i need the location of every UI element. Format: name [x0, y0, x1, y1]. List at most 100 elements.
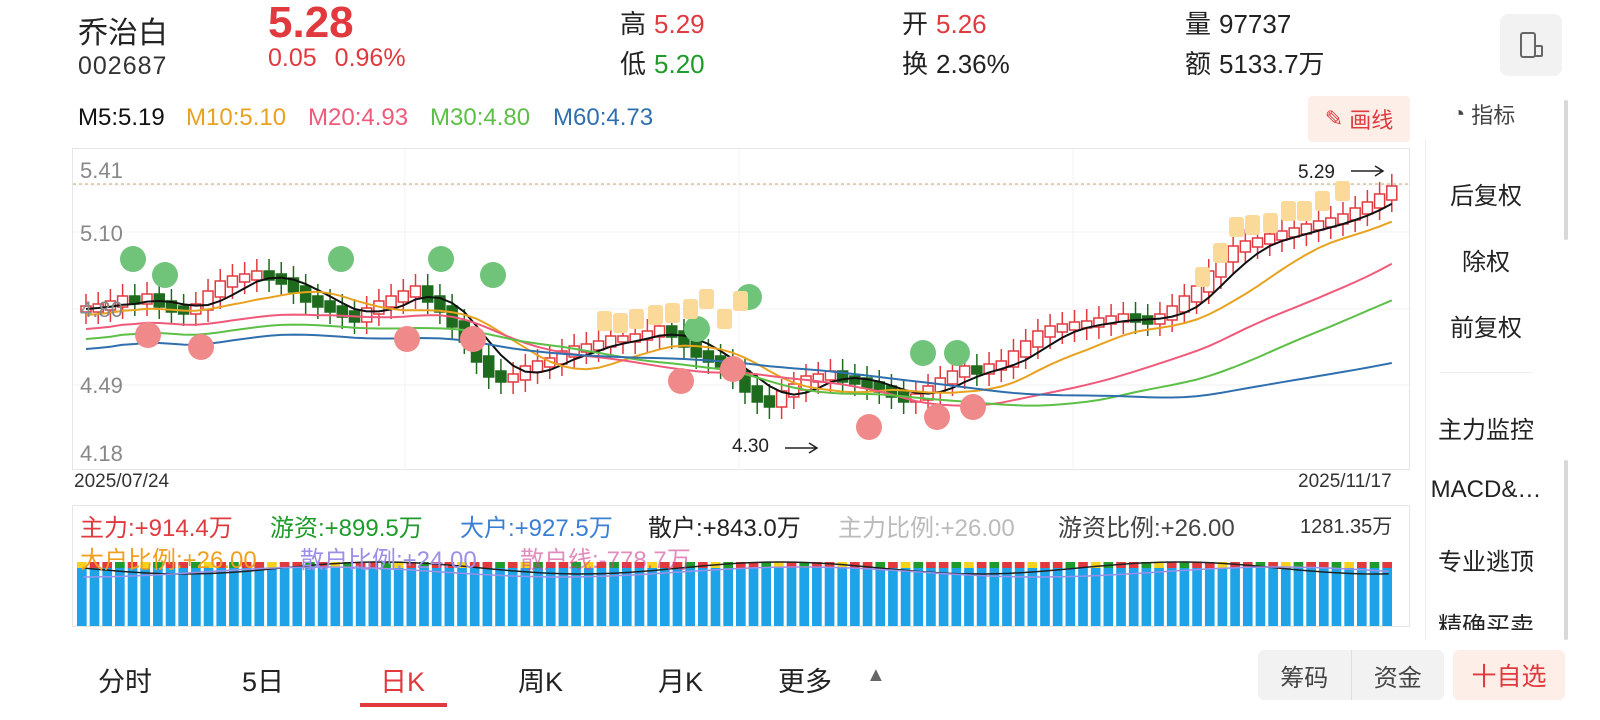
countdown-badge	[1195, 267, 1210, 287]
menu-forward-adjust[interactable]: 前复权	[1450, 315, 1522, 342]
flow-bar-top	[1204, 562, 1215, 568]
flow-bar-top	[1002, 562, 1012, 568]
funds-button[interactable]: 资金	[1373, 664, 1422, 692]
landscape-toggle-button[interactable]	[1500, 14, 1562, 76]
flow-bar	[926, 568, 936, 626]
candle-body	[666, 325, 678, 338]
flow-bar	[1090, 568, 1101, 626]
candle-body	[1276, 230, 1288, 241]
fund-flow-svg	[77, 561, 1392, 626]
kline-svg	[73, 149, 1411, 471]
candle-body	[958, 365, 971, 378]
ma30-label: M30:4.80	[430, 104, 531, 131]
candle-body	[1007, 350, 1020, 368]
hot-ratio: 游资比例:+26.00	[1058, 515, 1235, 542]
candle-body	[617, 335, 629, 343]
pencil-icon: ✎	[1324, 106, 1344, 131]
candle-body	[641, 330, 654, 341]
gauge-icon: ◔	[1452, 101, 1466, 126]
candle-body	[1044, 325, 1056, 338]
flow-bar-top	[799, 562, 810, 568]
add-watchlist-button[interactable]: 十自选	[1453, 650, 1565, 700]
long-signal-marker	[460, 326, 486, 352]
candle-body	[1386, 185, 1398, 201]
menu-macd[interactable]: MACD&…	[1430, 476, 1542, 503]
flow-bar	[888, 568, 898, 626]
scrollbar-bottom[interactable]	[1564, 460, 1568, 640]
candle-body	[299, 285, 312, 303]
candle-body	[580, 343, 593, 353]
flow-bar-top	[1014, 562, 1025, 568]
flow-bar	[1040, 568, 1050, 626]
tab-monthly-k[interactable]: 月K	[658, 667, 704, 697]
flow-bar	[1078, 568, 1088, 626]
flow-bar	[1103, 568, 1114, 626]
chip-fund-toggle: 筹码 资金	[1258, 650, 1444, 700]
draw-line-button[interactable]: ✎ 画线	[1308, 96, 1410, 142]
flow-bar-top	[507, 562, 518, 568]
menu-precise-trade[interactable]: 精确买卖	[1438, 613, 1534, 630]
flow-bar-top	[1179, 562, 1190, 568]
candle-body	[397, 290, 410, 303]
menu-top-escape[interactable]: 专业逃顶	[1438, 549, 1534, 576]
flow-bar	[495, 568, 505, 626]
flow-bar-top	[229, 562, 239, 568]
flow-bar-top	[1318, 562, 1329, 568]
menu-back-adjust[interactable]: 后复权	[1450, 183, 1522, 210]
menu-main-monitor[interactable]: 主力监控	[1438, 417, 1534, 444]
fund-flow-chart[interactable]	[72, 505, 1410, 627]
long-signal-marker	[720, 356, 746, 382]
menu-ex-rights[interactable]: 除权	[1462, 249, 1510, 276]
price-change: 0.05 0.96%	[268, 44, 424, 73]
flow-bar	[1230, 568, 1240, 626]
flow-bar-top	[824, 562, 835, 568]
candle-body	[751, 385, 763, 403]
tab-weekly-k[interactable]: 周K	[518, 667, 564, 697]
flow-bar-top	[1382, 562, 1392, 568]
scrollbar-top[interactable]	[1564, 100, 1568, 240]
amount-label: 额	[1185, 49, 1212, 79]
candle-body	[946, 370, 959, 385]
tab-5day[interactable]: 5日	[242, 667, 285, 697]
retail-flow: 散户:+843.0万	[648, 515, 801, 542]
tab-daily-k[interactable]: 日K	[380, 667, 426, 697]
flow-bar	[1293, 568, 1304, 626]
tab-more[interactable]: 更多	[778, 667, 832, 697]
candle-body	[202, 290, 214, 311]
tab-intraday[interactable]: 分时	[98, 667, 152, 697]
candle-body	[1312, 220, 1325, 231]
countdown-badge	[1213, 243, 1228, 263]
flow-bar	[672, 568, 683, 626]
flow-bar-top	[1141, 562, 1152, 568]
indicator-button[interactable]: ◔ 指标	[1452, 98, 1515, 130]
candle-body	[312, 295, 324, 308]
flow-bar-top	[1217, 562, 1228, 568]
candle-body	[421, 285, 434, 303]
flow-bar-top	[343, 562, 353, 568]
low-value: 5.20	[654, 49, 705, 79]
candle-body	[1019, 340, 1032, 358]
candle-body	[763, 395, 776, 408]
flow-bar	[786, 568, 797, 626]
countdown-badge	[1335, 181, 1350, 201]
flow-bar	[774, 568, 784, 626]
flow-bar-top	[482, 562, 493, 568]
flow-bar-top	[153, 562, 163, 568]
fund-flow-max: 1281.35万	[1300, 516, 1393, 538]
caret-up-icon[interactable]: ▲	[866, 664, 886, 686]
flow-bar-top	[292, 562, 303, 568]
flow-bar	[1166, 568, 1177, 626]
flow-bar-top	[1356, 562, 1367, 568]
flow-bar	[469, 568, 480, 626]
candle-body	[190, 303, 202, 315]
kline-chart[interactable]	[72, 148, 1411, 471]
flow-bar-top	[545, 562, 556, 568]
flow-bar	[102, 568, 113, 626]
candle-body	[788, 383, 800, 398]
flow-bar	[533, 568, 543, 626]
chips-button[interactable]: 筹码	[1258, 650, 1352, 700]
flow-bar	[850, 568, 860, 626]
candle-body	[1373, 193, 1386, 209]
flow-bar-top	[786, 562, 797, 568]
retail-line: 散户线:-778.7万	[520, 547, 691, 574]
